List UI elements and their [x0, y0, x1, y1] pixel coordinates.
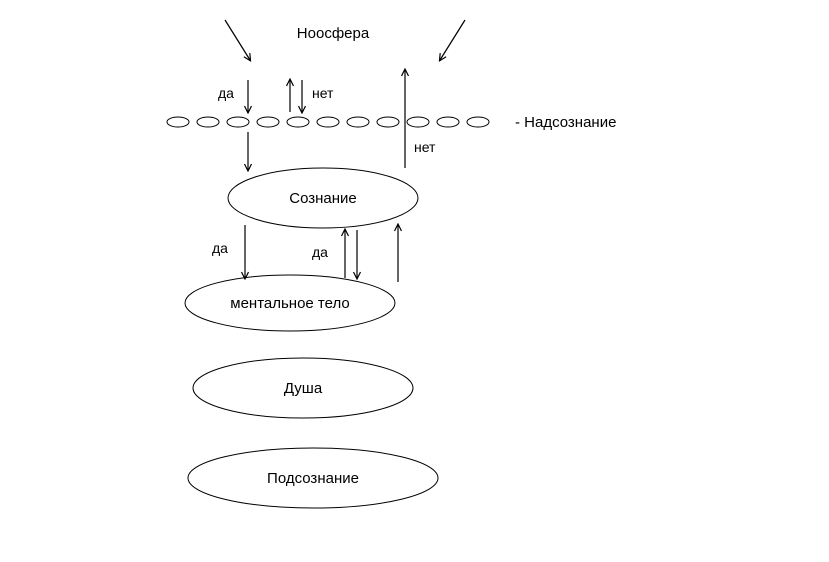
- arrow-diag_right: [440, 20, 465, 60]
- text-superconscious: - Надсознание: [515, 114, 616, 131]
- annot-da_mid: да: [312, 244, 328, 260]
- superconscious-dot: [437, 117, 459, 127]
- text-noosphere: Ноосфера: [297, 25, 370, 42]
- annot-da_left: да: [212, 240, 228, 256]
- superconscious-dot: [167, 117, 189, 127]
- superconscious-dot: [287, 117, 309, 127]
- superconscious-dot: [317, 117, 339, 127]
- nodes-layer: Ноосфера - Надсознание Сознание ментальное …: [185, 25, 616, 508]
- annotations-layer: да нет нет да да: [212, 85, 436, 260]
- annot-da_top: да: [218, 85, 234, 101]
- superconscious-dot: [347, 117, 369, 127]
- diagram-canvas: Ноосфера - Надсознание Сознание ментальное …: [0, 0, 829, 562]
- node-label-consciousness: Сознание: [289, 190, 357, 207]
- superconscious-dot: [197, 117, 219, 127]
- annot-net_top: нет: [312, 85, 334, 101]
- superconscious-dot: [227, 117, 249, 127]
- annot-net_mid: нет: [414, 139, 436, 155]
- node-label-soul: Душа: [284, 380, 323, 397]
- superconscious-dot: [377, 117, 399, 127]
- superconscious-dot: [407, 117, 429, 127]
- arrow-diag_left: [225, 20, 250, 60]
- superconscious-dot: [467, 117, 489, 127]
- node-label-subconscious: Подсознание: [267, 470, 359, 487]
- superconscious-row: [167, 117, 489, 127]
- node-label-mental_body: ментальное тело: [230, 295, 350, 312]
- superconscious-dot: [257, 117, 279, 127]
